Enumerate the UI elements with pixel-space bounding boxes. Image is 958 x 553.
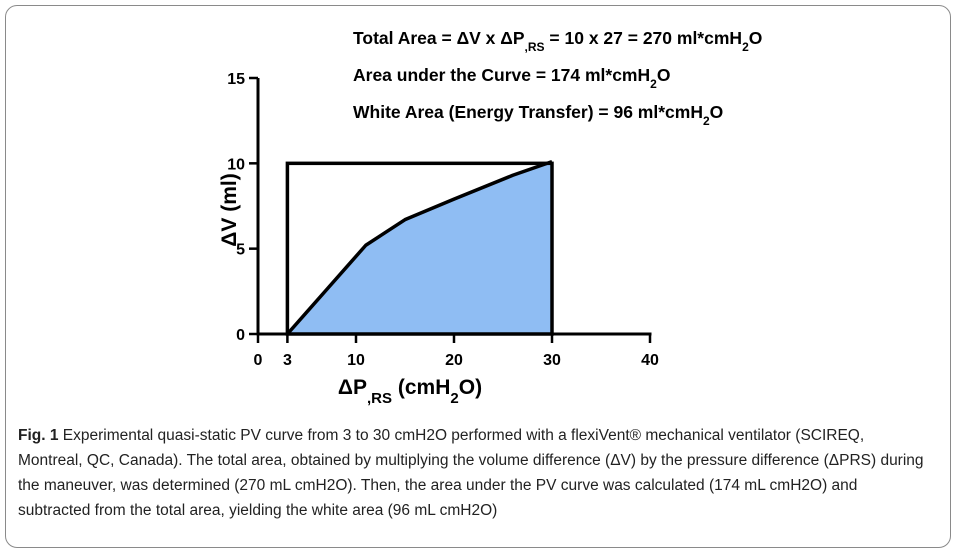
y-tick-label-5: 5 (236, 242, 245, 259)
annotation-1: Total Area = ΔV x ΔP,RS = 10 x 27 = 270 … (353, 28, 762, 54)
y-tick-label-0: 0 (236, 327, 245, 344)
y-axis-label: ΔV (ml) (218, 173, 241, 246)
x-tick-label-20: 20 (445, 352, 463, 369)
x-axis-label: ΔP,RS (cmH2O) (338, 376, 482, 407)
caption-text: Experimental quasi-static PV curve from … (18, 427, 924, 519)
x-tick-label-3: 3 (283, 352, 292, 369)
x-tick-label-10: 10 (347, 352, 365, 369)
x-tick-label-40: 40 (641, 352, 659, 369)
pv-curve-line (286, 159, 553, 336)
annotation-3: White Area (Energy Transfer) = 96 ml*cmH… (353, 102, 723, 128)
y-tick-label-10: 10 (227, 156, 245, 173)
caption-label: Fig. 1 (18, 427, 59, 444)
y-tick-label-15: 15 (227, 71, 245, 88)
x-tick-label-0: 0 (254, 352, 263, 369)
figure-frame (5, 5, 951, 548)
figure-caption: Fig. 1 Experimental quasi-static PV curv… (18, 423, 933, 523)
area-under-curve (287, 161, 552, 334)
annotation-2: Area under the Curve = 174 ml*cmH2O (353, 65, 670, 91)
x-tick-label-30: 30 (543, 352, 561, 369)
